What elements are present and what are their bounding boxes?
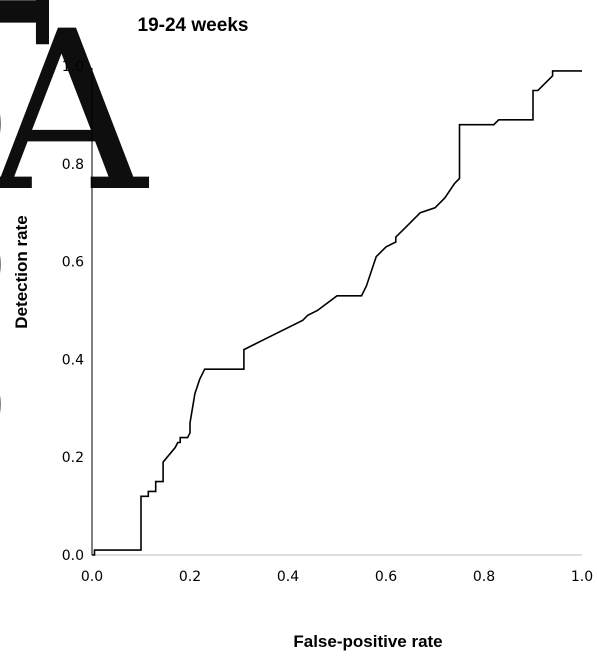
x-tick-label: 0.4 [277,569,299,585]
accepted-watermark: A Accepted [0,0,150,657]
roc-curve-line [92,70,582,556]
x-axis-label: False-positive rate [293,632,442,651]
watermark-glyph: A [0,0,150,240]
plot-area [92,70,582,556]
y-tick-label: 1.0 [62,59,84,75]
y-tick-label: 0.2 [62,450,84,466]
y-tick-label: 0.4 [62,352,84,368]
tick-labels: 0.0 0.2 0.4 0.6 0.8 1.0 0.0 0.2 0.4 0.6 0.8 1.0 [62,59,593,585]
y-tick-label: 0.8 [62,157,84,173]
x-tick-label: 1.0 [571,569,593,585]
x-tick-label: 0.6 [375,569,397,585]
watermark-glyph: Accepted [0,0,56,657]
y-axis-label: Detection rate [12,215,31,328]
x-tick-label: 0.2 [179,569,201,585]
y-tick-label: 0.6 [62,255,84,271]
chart-title: 19-24 weeks [138,15,249,36]
x-tick-label: 0.0 [81,569,103,585]
x-tick-label: 0.8 [473,569,495,585]
y-tick-label: 0.0 [62,548,84,564]
